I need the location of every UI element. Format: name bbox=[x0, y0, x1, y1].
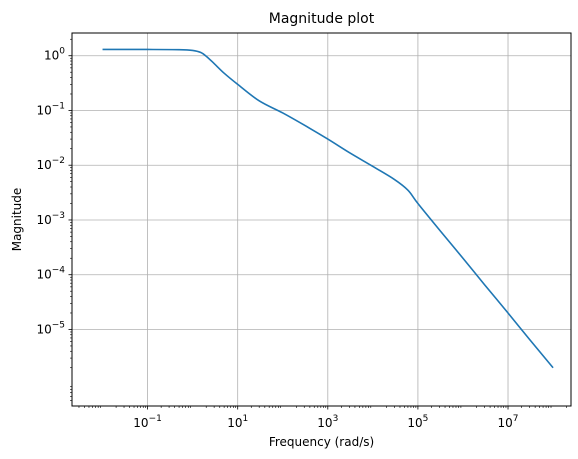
y-tick-label: 100 bbox=[44, 47, 65, 63]
x-tick-label: 105 bbox=[407, 414, 428, 430]
plot-area-frame bbox=[71, 32, 572, 407]
y-tick-label: 10−3 bbox=[36, 211, 65, 227]
x-tick-label: 107 bbox=[498, 414, 519, 430]
chart-title: Magnitude plot bbox=[269, 11, 375, 27]
y-tick-label: 10−5 bbox=[36, 320, 65, 336]
series-layer bbox=[102, 48, 554, 369]
tick-layer: 10−1 101 103 105 107 100 10−1 10−2 10−3 10−4 10−5 bbox=[36, 38, 567, 430]
x-tick-label: 101 bbox=[227, 414, 248, 430]
magnitude-series-line bbox=[102, 48, 554, 369]
y-tick-label: 10−1 bbox=[36, 101, 65, 117]
y-tick-label: 10−4 bbox=[36, 266, 65, 282]
x-axis-label: Frequency (rad/s) bbox=[269, 435, 374, 449]
y-axis-label: Magnitude bbox=[10, 188, 24, 252]
y-tick-label: 10−2 bbox=[36, 156, 65, 172]
x-tick-label: 10−1 bbox=[133, 414, 162, 430]
x-tick-label: 103 bbox=[317, 414, 338, 430]
grid bbox=[72, 33, 571, 406]
